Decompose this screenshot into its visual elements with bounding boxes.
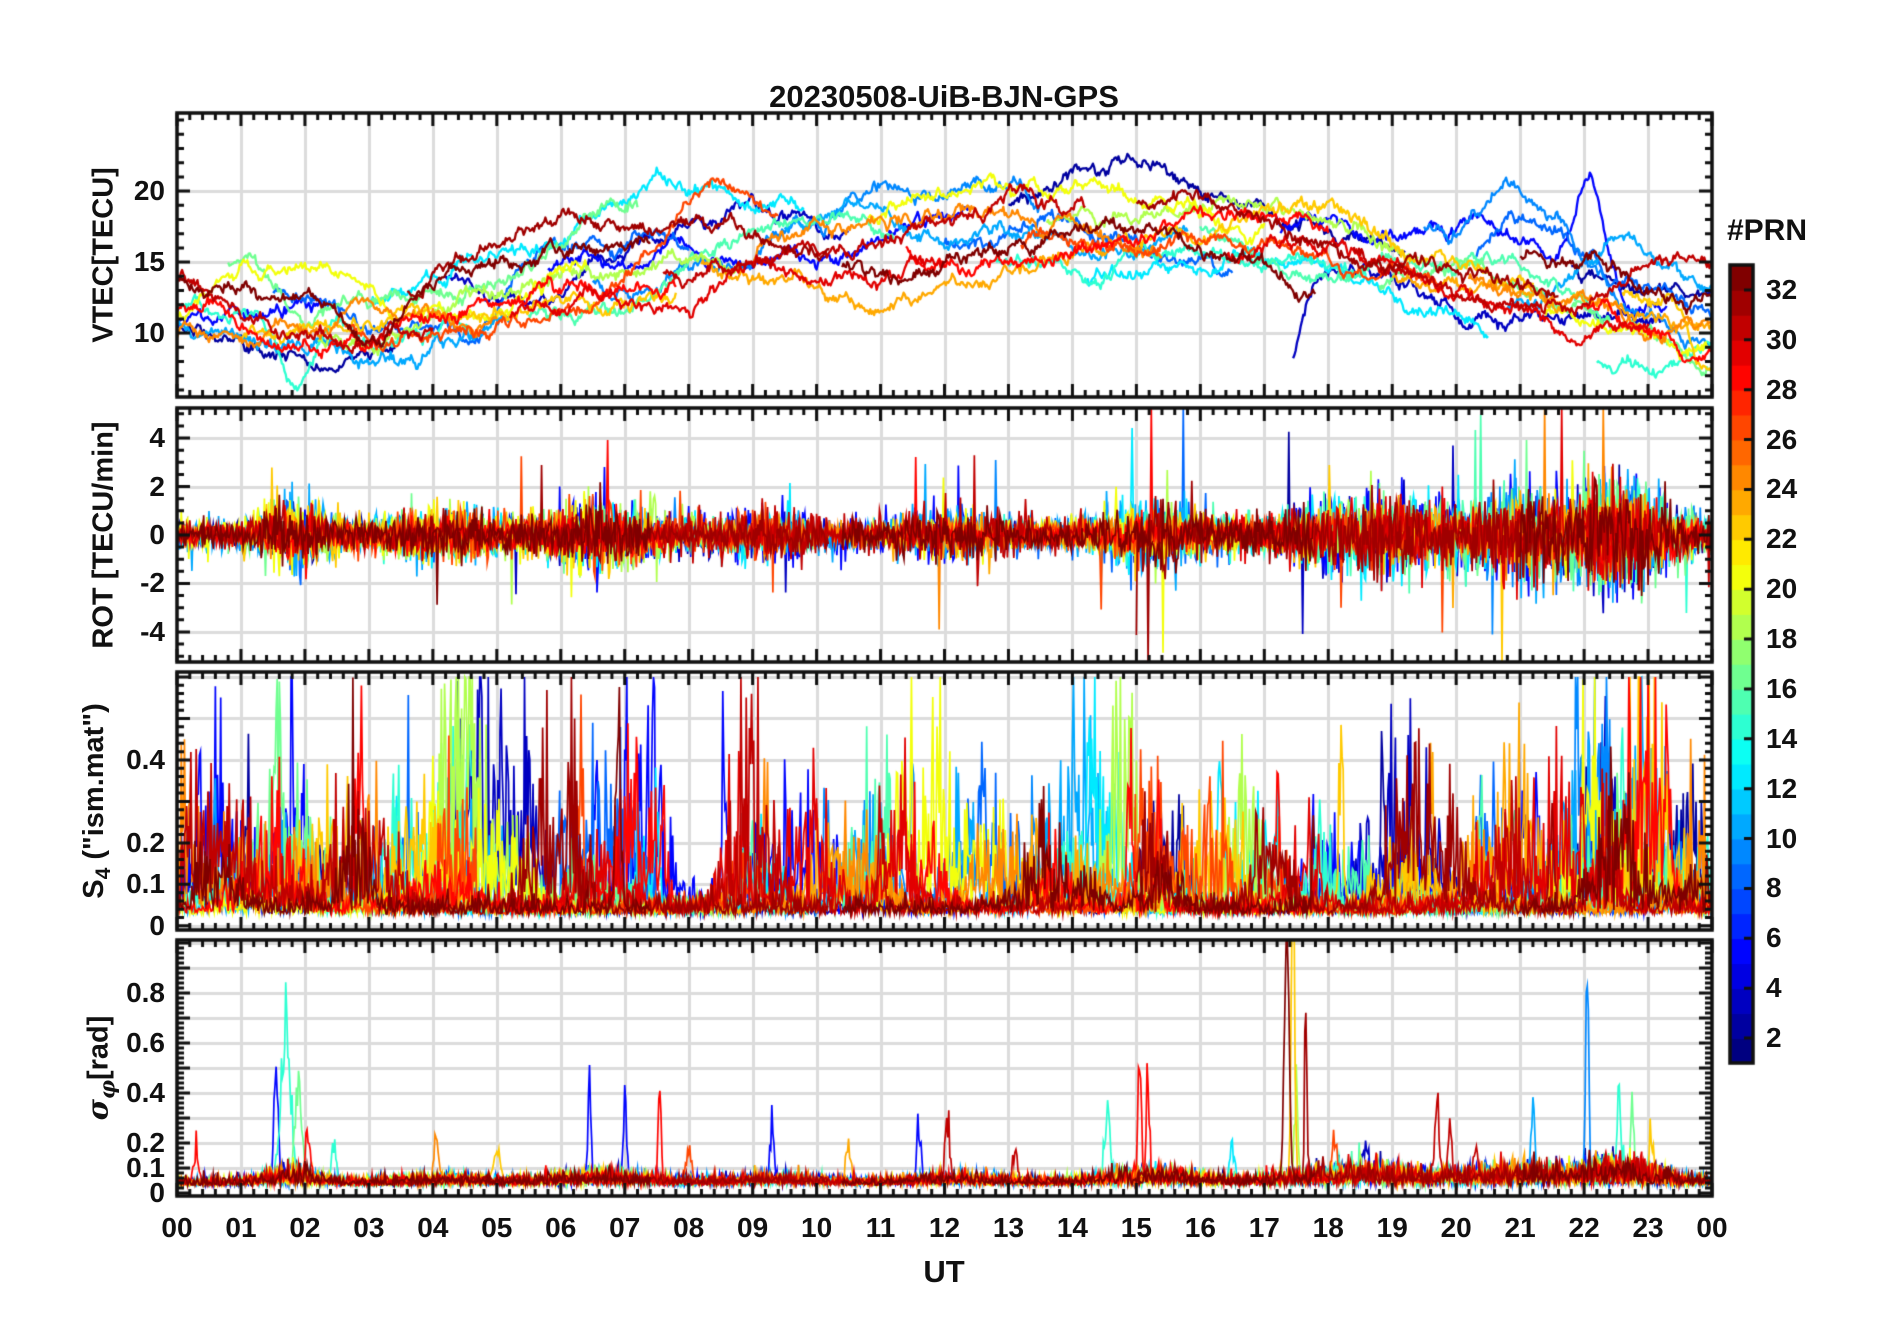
x-tick-label: 00 — [1696, 1212, 1728, 1243]
x-tick-label: 08 — [673, 1212, 705, 1243]
x-tick-label: 12 — [928, 1212, 961, 1243]
colorbar-tick-label: 22 — [1766, 523, 1798, 555]
x-tick-label: 03 — [353, 1212, 385, 1243]
x-tick-label: 05 — [481, 1212, 513, 1243]
x-tick-label: 06 — [545, 1212, 577, 1243]
x-tick-label: 16 — [1184, 1212, 1216, 1243]
y-tick-label: 0.1 — [126, 1152, 165, 1183]
y-tick-label: 15 — [133, 246, 165, 278]
colorbar-tick-label: 16 — [1766, 672, 1798, 704]
y-tick-label: 0.6 — [126, 1027, 165, 1058]
colorbar-tick-label: 18 — [1766, 623, 1798, 655]
colorbar-tick-label: 28 — [1766, 373, 1798, 405]
x-tick-label: 00 — [161, 1212, 193, 1243]
y-tick-label: 0.2 — [126, 826, 165, 858]
x-tick-label: 15 — [1120, 1212, 1152, 1243]
y-tick-label: -4 — [140, 615, 165, 647]
x-tick-label: 20 — [1440, 1212, 1472, 1243]
y-tick-label: 10 — [133, 317, 165, 349]
y-tick-label: 2 — [149, 470, 165, 502]
x-tick-label: 04 — [417, 1212, 449, 1243]
colorbar-tick-label: 14 — [1766, 722, 1798, 754]
x-tick-label: 21 — [1504, 1212, 1536, 1243]
x-tick-label: 18 — [1312, 1212, 1344, 1243]
colorbar-tick-label: 30 — [1766, 323, 1798, 355]
xaxis-label: UT — [923, 1254, 965, 1289]
y-tick-label: 0 — [149, 1177, 165, 1208]
y-tick-label: 0.8 — [126, 977, 165, 1008]
x-tick-label: 10 — [801, 1212, 833, 1243]
colorbar-tick-label: 8 — [1766, 872, 1782, 904]
x-tick-label: 23 — [1632, 1212, 1664, 1243]
colorbar-tick-label: 6 — [1766, 922, 1782, 954]
colorbar-title: #PRN — [1726, 214, 1808, 247]
x-tick-label: 09 — [737, 1212, 769, 1243]
colorbar-tick-label: 26 — [1766, 423, 1798, 455]
colorbar-tick-label: 12 — [1766, 772, 1798, 804]
x-tick-label: 02 — [289, 1212, 321, 1243]
x-tick-label: 01 — [225, 1212, 257, 1243]
y-tick-label: 0 — [149, 519, 165, 550]
colorbar-tick-label: 20 — [1766, 573, 1798, 605]
y-tick-label: 20 — [133, 175, 165, 207]
x-tick-label: 11 — [865, 1212, 896, 1243]
figure-title: 20230508-UiB-BJN-GPS — [769, 79, 1119, 114]
x-tick-label: 13 — [992, 1212, 1025, 1243]
y-tick-label: 4 — [149, 422, 165, 454]
y-tick-label: 0 — [149, 909, 165, 941]
colorbar-tick-label: 32 — [1766, 273, 1798, 305]
colorbar-tick-label: 24 — [1766, 473, 1798, 505]
colorbar-tick-label: 10 — [1766, 822, 1798, 854]
y-tick-label: 0.4 — [126, 743, 165, 775]
x-tick-label: 19 — [1376, 1212, 1408, 1243]
x-tick-label: 07 — [609, 1212, 641, 1243]
y-tick-label: 0.1 — [126, 868, 165, 900]
y-tick-label: 0.2 — [126, 1127, 165, 1158]
colorbar-tick-label: 2 — [1766, 1022, 1782, 1054]
x-tick-label: 22 — [1568, 1212, 1600, 1243]
x-tick-label: 17 — [1248, 1212, 1280, 1243]
y-tick-label: -2 — [140, 567, 165, 599]
y-tick-label: 0.4 — [126, 1077, 165, 1108]
colorbar-tick-label: 4 — [1766, 972, 1782, 1004]
x-tick-label: 14 — [1056, 1212, 1088, 1243]
